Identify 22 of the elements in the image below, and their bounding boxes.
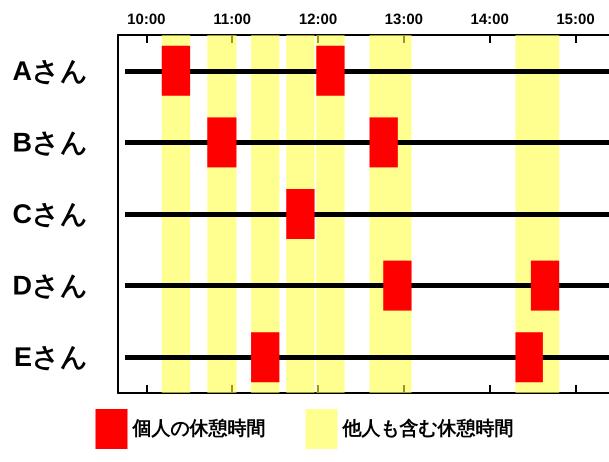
bar [530,260,560,311]
legend-label: 個人の休憩時間 [132,418,266,440]
y-tick-label: Cさん [12,199,88,229]
bar [251,332,280,382]
x-tick-label: 10:00 [127,11,166,28]
x-tick-label: 13:00 [384,11,424,28]
y-tick-label: Bさん [12,127,88,158]
x-tick-label: 15:00 [556,11,595,28]
x-tick-label: 11:00 [213,11,251,28]
y-tick-label: Eさん [14,342,88,372]
bar [316,46,345,96]
bar [383,260,412,311]
y-tick-label: Dさん [12,270,88,301]
x-tick-label: 12:00 [298,11,338,28]
x-tick-label: 14:00 [470,11,509,28]
legend-label: 他人も含む休憩時間 [342,418,514,440]
bar [207,117,236,168]
bar [162,46,190,96]
bar [515,332,543,382]
y-tick-label: Aさん [12,56,88,86]
bar [370,117,398,168]
bar [286,189,315,239]
